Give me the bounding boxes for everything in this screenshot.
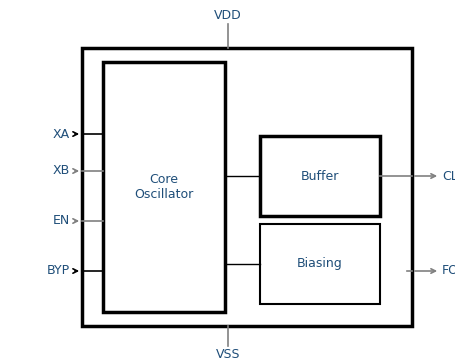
- Bar: [259, 224, 379, 304]
- Text: CLKOUT: CLKOUT: [441, 170, 455, 182]
- Text: FOK: FOK: [441, 265, 455, 277]
- Text: Biasing: Biasing: [297, 257, 342, 270]
- Bar: [82, 48, 411, 326]
- Text: VDD: VDD: [214, 9, 241, 22]
- Text: EN: EN: [53, 214, 70, 228]
- Text: XA: XA: [53, 127, 70, 141]
- Text: Core
Oscillator: Core Oscillator: [134, 173, 193, 201]
- Text: Buffer: Buffer: [300, 170, 339, 182]
- Bar: [103, 62, 224, 312]
- Text: BYP: BYP: [47, 265, 70, 277]
- Text: XB: XB: [53, 165, 70, 178]
- Bar: [259, 136, 379, 216]
- Text: VSS: VSS: [215, 348, 240, 361]
